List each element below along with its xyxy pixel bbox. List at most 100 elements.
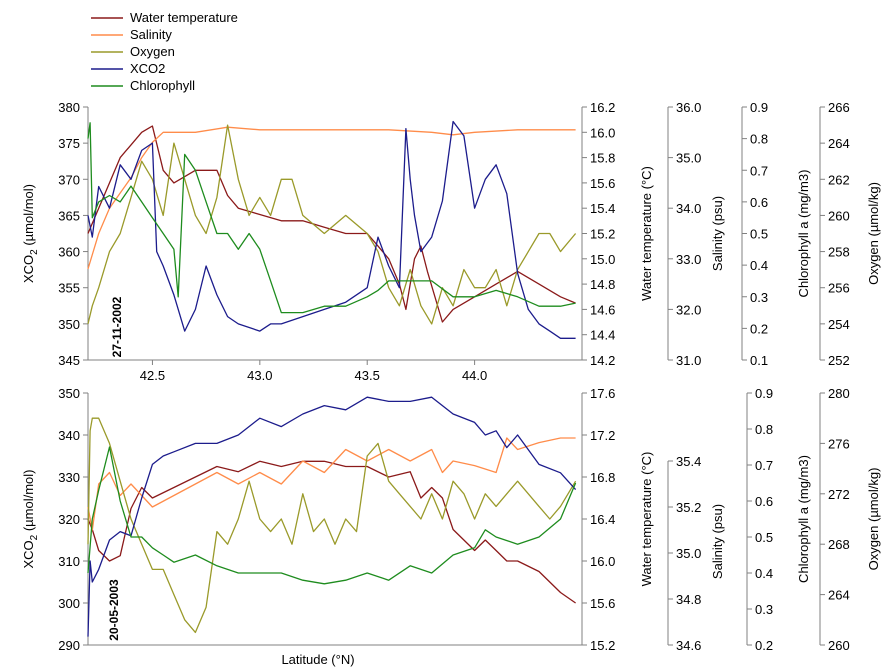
- xco2-tick-label: 380: [58, 100, 80, 115]
- xco2-axis-label-rest: (µmol/mol): [21, 184, 36, 249]
- oxy-tick-label: 264: [828, 136, 850, 151]
- chl-tick-label: 0.5: [750, 227, 768, 242]
- temp-tick-label: 17.2: [590, 428, 615, 443]
- chl-tick-label: 0.3: [755, 602, 773, 617]
- chl-tick-label: 0.7: [755, 458, 773, 473]
- temp-axis-label: Water temperature (°C): [639, 166, 654, 301]
- chl-tick-label: 0.2: [755, 638, 773, 653]
- legend-label: Chlorophyll: [130, 78, 195, 93]
- oxy-tick-label: 258: [828, 245, 850, 260]
- xco2-tick-label: 310: [58, 554, 80, 569]
- sal-tick-label: 32.0: [676, 302, 701, 317]
- series-line-oxygen: [87, 124, 577, 325]
- temp-axis-label: Water temperature (°C): [639, 452, 654, 587]
- sal-tick-label: 34.0: [676, 201, 701, 216]
- sal-tick-label: 36.0: [676, 100, 701, 115]
- chl-tick-label: 0.4: [755, 566, 773, 581]
- chl-tick-label: 0.7: [750, 163, 768, 178]
- xco2-tick-label: 370: [58, 172, 80, 187]
- sal-tick-label: 35.0: [676, 546, 701, 561]
- oxy-tick-label: 262: [828, 172, 850, 187]
- xco2-axis-label-sub: 2: [29, 249, 40, 255]
- xco2-tick-label: 350: [58, 317, 80, 332]
- temp-tick-label: 15.2: [590, 227, 615, 242]
- chl-tick-label: 0.9: [755, 386, 773, 401]
- legend-label: Oxygen: [130, 44, 175, 59]
- chl-tick-label: 0.8: [755, 422, 773, 437]
- x-tick-label: 42.5: [140, 368, 165, 383]
- sal-tick-label: 31.0: [676, 353, 701, 368]
- date-label: 20-05-2003: [107, 579, 121, 641]
- temp-tick-label: 15.6: [590, 176, 615, 191]
- xco2-tick-label: 340: [58, 428, 80, 443]
- sal-axis-label: Salinity (psu): [710, 504, 725, 579]
- series-line-xco2: [87, 120, 576, 339]
- temp-tick-label: 16.2: [590, 100, 615, 115]
- series-line-oxygen: [87, 417, 577, 634]
- xco2-axis-label-main: XCO: [21, 540, 36, 568]
- date-label: 27-11-2002: [110, 296, 124, 357]
- chl-axis-label: Chlorophyll a (mg/m3): [796, 455, 811, 583]
- xco2-tick-label: 320: [58, 512, 80, 527]
- temp-tick-label: 16.4: [590, 512, 615, 527]
- panel-top: 345 350 355 360 365 370 375 380 XCO2 (µmol/mol) 1…: [21, 100, 881, 383]
- xco2-tick-label: 355: [58, 281, 80, 296]
- oxy-tick-label: 268: [828, 537, 850, 552]
- xco2-tick-label: 300: [58, 596, 80, 611]
- legend-label: XCO2: [130, 61, 165, 76]
- chl-tick-label: 0.5: [755, 530, 773, 545]
- series-line-salinity: [87, 437, 576, 531]
- oxy-axis-label: Oxygen (µmol/kg): [866, 468, 881, 571]
- legend-label: Water temperature: [130, 10, 238, 25]
- series-line-xco2: [87, 396, 577, 637]
- xco2-tick-label: 330: [58, 470, 80, 485]
- sal-axis-label: Salinity (psu): [710, 196, 725, 271]
- x-axis-label: Latitude (°N): [281, 652, 354, 667]
- x-tick-label: 44.0: [462, 368, 487, 383]
- sal-tick-label: 34.6: [676, 638, 701, 653]
- chl-tick-label: 0.6: [755, 494, 773, 509]
- xco2-axis-label-main: XCO: [21, 255, 36, 283]
- temp-tick-label: 14.2: [590, 353, 615, 368]
- chl-axis-label: Chlorophyll a (mg/m3): [796, 170, 811, 298]
- temp-tick-label: 16.0: [590, 554, 615, 569]
- oxy-tick-label: 276: [828, 436, 850, 451]
- temp-tick-label: 15.2: [590, 638, 615, 653]
- temp-tick-label: 14.6: [590, 302, 615, 317]
- chl-tick-label: 0.1: [750, 353, 768, 368]
- x-tick-label: 43.0: [247, 368, 272, 383]
- chl-tick-label: 0.4: [750, 258, 768, 273]
- chl-tick-label: 0.6: [750, 195, 768, 210]
- series-line-chlorophyll: [87, 122, 576, 314]
- oxy-tick-label: 266: [828, 100, 850, 115]
- xco2-tick-label: 360: [58, 245, 80, 260]
- temp-tick-label: 15.0: [590, 252, 615, 267]
- sal-tick-label: 35.0: [676, 151, 701, 166]
- sal-tick-label: 34.8: [676, 592, 701, 607]
- chl-tick-label: 0.2: [750, 321, 768, 336]
- oxy-tick-label: 264: [828, 588, 850, 603]
- oxy-tick-label: 260: [828, 208, 850, 223]
- temp-tick-label: 15.8: [590, 151, 615, 166]
- temp-tick-label: 16.8: [590, 470, 615, 485]
- chl-tick-label: 0.8: [750, 132, 768, 147]
- oxy-axis-label: Oxygen (µmol/kg): [866, 182, 881, 285]
- xco2-axis-label-sub: 2: [29, 534, 40, 540]
- temp-tick-label: 15.4: [590, 201, 615, 216]
- legend-label: Salinity: [130, 27, 172, 42]
- sal-tick-label: 35.4: [676, 454, 701, 469]
- series-line-water-temperature: [87, 125, 576, 323]
- panel-bottom: 290 300 310 320 330 340 350 XCO2 (µmol/mol) 15.2…: [21, 386, 881, 653]
- sal-tick-label: 33.0: [676, 252, 701, 267]
- x-tick-label: 43.5: [355, 368, 380, 383]
- temp-tick-label: 15.6: [590, 596, 615, 611]
- sal-tick-label: 35.2: [676, 500, 701, 515]
- oxy-tick-label: 280: [828, 386, 850, 401]
- xco2-axis-label: XCO2 (µmol/mol): [21, 469, 40, 568]
- oxy-tick-label: 252: [828, 353, 850, 368]
- temp-tick-label: 14.8: [590, 277, 615, 292]
- oxy-tick-label: 254: [828, 317, 850, 332]
- series-line-water-temperature: [87, 460, 576, 604]
- temp-tick-label: 17.6: [590, 386, 615, 401]
